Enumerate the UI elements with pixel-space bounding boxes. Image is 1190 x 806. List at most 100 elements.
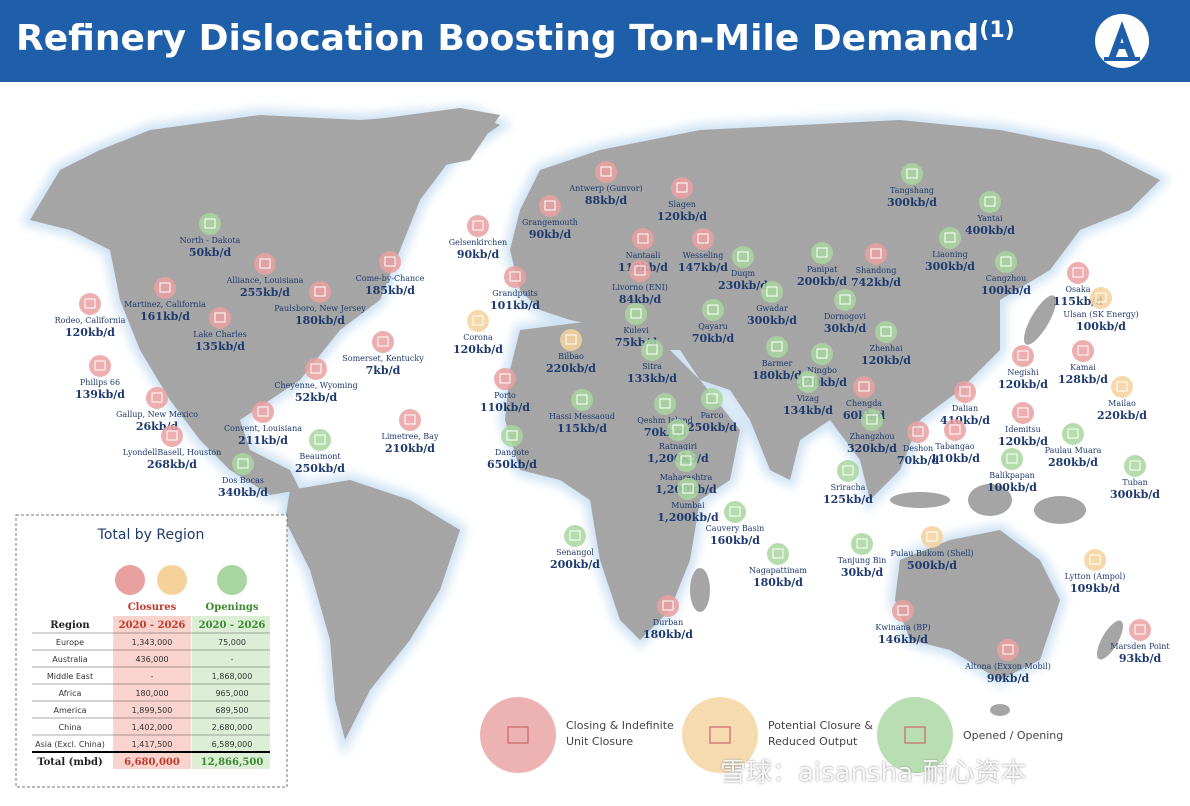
site-marker: [797, 371, 819, 393]
site-name: Mailao: [1108, 399, 1136, 408]
legend-icon: [507, 726, 529, 744]
site-marker: [379, 251, 401, 273]
site-name: Liaoning: [932, 250, 967, 259]
site-capacity: 100kb/d: [981, 284, 1031, 297]
site-marker: [675, 450, 697, 472]
site-name: Come-by-Chance: [356, 274, 425, 283]
legend-icon: [709, 726, 731, 744]
site-name: Tangshang: [890, 186, 934, 195]
table-cell: 1,343,000: [132, 638, 173, 647]
site-marker: [1012, 345, 1034, 367]
title-text: Refinery Dislocation Boosting Ton-Mile D…: [16, 18, 980, 59]
site-capacity: 110kb/d: [930, 452, 980, 465]
watermark: 雪球：aisansha-耐心资本: [720, 758, 1027, 788]
site-capacity: 147kb/d: [678, 261, 728, 274]
openings-column: [192, 616, 270, 769]
site-capacity: 134kb/d: [783, 404, 833, 417]
site-marker: [372, 331, 394, 353]
site-name: Lytton (Ampol): [1065, 572, 1126, 581]
site-icon: [506, 430, 518, 441]
site-icon: [959, 386, 971, 397]
site-capacity: 135kb/d: [195, 340, 245, 353]
site-name: Tuban: [1122, 478, 1148, 487]
table-icon: [157, 565, 187, 595]
site-marker: [667, 419, 689, 441]
site-name: Bilbao: [558, 352, 584, 361]
site-icon: [569, 530, 581, 541]
site-marker: [1084, 549, 1106, 571]
site-icon: [1089, 554, 1101, 565]
site-icon: [697, 233, 709, 244]
site-name: Kulevi: [623, 326, 649, 335]
site-icon: [634, 265, 646, 276]
site-marker: [254, 253, 276, 275]
site-name: Convent, Louisiana: [224, 424, 302, 433]
site-name: Lake Charles: [193, 330, 246, 339]
table-cell: 2,680,000: [212, 723, 253, 732]
site-marker: [1062, 423, 1084, 445]
site-capacity: 180kb/d: [753, 576, 803, 589]
site-marker: [851, 533, 873, 555]
site-name: Chengda: [846, 399, 882, 408]
site-name: Pulau Bukom (Shell): [890, 549, 973, 558]
site-icon: [576, 394, 588, 405]
table-cell: -: [151, 672, 154, 681]
site-name: Philips 66: [80, 378, 120, 387]
site-marker: [595, 161, 617, 183]
site-marker: [732, 246, 754, 268]
title: Refinery Dislocation Boosting Ton-Mile D…: [16, 18, 1015, 59]
site-marker: [767, 543, 789, 565]
site-capacity: 300kb/d: [887, 196, 937, 209]
site-marker: [811, 242, 833, 264]
site-icon: [706, 393, 718, 404]
site-marker: [564, 525, 586, 547]
site-icon: [729, 506, 741, 517]
site-capacity: 90kb/d: [529, 228, 572, 241]
site-marker: [979, 191, 1001, 213]
site-capacity: 30kb/d: [841, 566, 884, 579]
site-icon: [314, 434, 326, 445]
site-icon: [771, 341, 783, 352]
legend-label: Opened / Opening: [963, 729, 1064, 742]
site-name: Zhangzhou: [849, 432, 894, 441]
site-name: Mumbai: [671, 501, 705, 510]
site-name: Kwinana (BP): [875, 623, 930, 632]
site-name: Antwerp (Gunvor): [568, 184, 642, 193]
table-cell: Australia: [52, 655, 87, 664]
site-name: Balikpapan: [989, 471, 1035, 480]
site-name: Gelsenkirchen: [449, 238, 507, 247]
legend-icon: [904, 726, 926, 744]
site-marker: [834, 289, 856, 311]
table-icon: [217, 565, 247, 595]
site-name: Idemitsu: [1005, 425, 1041, 434]
table-cell: 75,000: [218, 638, 246, 647]
site-capacity: 180kb/d: [295, 314, 345, 327]
site-marker: [944, 419, 966, 441]
site-name: Rodeo, California: [55, 316, 126, 325]
table-header: 2020 - 2026: [119, 620, 186, 631]
site-marker: [939, 227, 961, 249]
site-icon: [816, 348, 828, 359]
site-name: LyondellBasell, Houston: [123, 448, 222, 457]
site-marker: [1012, 402, 1034, 424]
site-marker: [853, 376, 875, 398]
table-header: Region: [50, 620, 90, 631]
site-capacity: 84kb/d: [619, 293, 662, 306]
site-capacity: 101kb/d: [490, 299, 540, 312]
site-capacity: 180kb/d: [752, 369, 802, 382]
total-cell: 12,866,500: [201, 757, 264, 768]
site-icon: [646, 344, 658, 355]
site-marker: [997, 639, 1019, 661]
site-name: Dalian: [952, 404, 978, 413]
site-icon: [1002, 644, 1014, 655]
site-marker: [1067, 262, 1089, 284]
table-cell: 689,500: [215, 706, 248, 715]
site-capacity: 133kb/d: [627, 372, 677, 385]
total-cell: 6,680,000: [124, 757, 180, 768]
site-icon: [472, 315, 484, 326]
site-icon: [384, 256, 396, 267]
site-name: Parco: [701, 411, 724, 420]
site-name: Maharashtra: [660, 473, 713, 482]
site-name: Paulau Muara: [1045, 446, 1102, 455]
